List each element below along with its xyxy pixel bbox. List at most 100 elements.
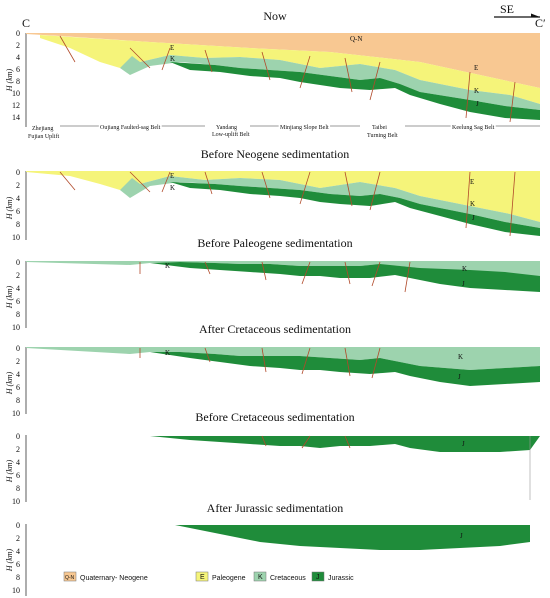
legend-label: Cretaceous	[270, 575, 306, 582]
layer-j	[170, 182, 540, 236]
structural-belts: Zhejiang Fujian Uplift Oujiang Faulted-s…	[28, 124, 540, 140]
tick-label: 10	[12, 233, 20, 242]
legend-code: K	[258, 574, 263, 581]
tick-label: 0	[16, 29, 20, 38]
layer-k	[120, 176, 540, 228]
legend-label: Paleogene	[212, 575, 246, 582]
layer-label-e: E	[170, 44, 174, 52]
panel-title: Before Neogene sedimentation	[201, 147, 350, 161]
panel-now: Now 0 2 4 6 8 10 12 14 H (km)	[5, 9, 540, 140]
layer-label-k: K	[458, 353, 463, 361]
tick-label: 6	[16, 471, 20, 480]
axis-label: H (km)	[5, 459, 14, 483]
tick-label: 4	[16, 284, 20, 293]
layer-e	[26, 171, 540, 222]
depth-axis: 0 2 4 6 8 10 H (km)	[5, 521, 27, 596]
layer-k	[26, 347, 540, 370]
layer-k	[120, 55, 540, 110]
tick-label: 14	[12, 113, 20, 122]
axis-label: H (km)	[5, 285, 14, 309]
legend-swatch	[195, 571, 209, 582]
panel-after-jurassic: After Jurassic sedimentation 0 2 4 6 8 1…	[5, 501, 530, 596]
legend-label: Quaternary- Neogene	[80, 575, 148, 582]
tick-label: 0	[16, 521, 20, 530]
depth-axis: 0 2 4 6 8 10 H (km)	[5, 432, 27, 506]
panel-title: After Cretaceous sedimentation	[199, 322, 351, 336]
legend-code: E	[200, 574, 205, 581]
legend-code: J	[316, 574, 320, 581]
tick-label: 10	[12, 409, 20, 418]
belt-label: Oujiang Faulted-sag Belt	[100, 125, 161, 131]
layer-label-e: E	[474, 64, 478, 72]
layer-j	[150, 262, 540, 292]
faults	[139, 261, 411, 293]
tick-label: 2	[16, 534, 20, 543]
legend-swatch	[311, 571, 325, 582]
belt-label: Turning Belt	[367, 133, 398, 139]
direction-label: SE	[500, 2, 514, 16]
panel-before-cretaceous: Before Cretaceous sedimentation 0 2 4 6 …	[5, 410, 540, 506]
legend-code: Q-N	[65, 575, 75, 581]
layer-j	[170, 62, 540, 120]
tick-label: 6	[16, 207, 20, 216]
legend-item-e: E Paleogene	[195, 571, 246, 582]
tick-label: 6	[16, 297, 20, 306]
layer-j	[150, 352, 540, 386]
faults	[139, 347, 381, 379]
layer-label-k: K	[165, 349, 170, 357]
legend-item-k: K Cretaceous	[253, 571, 306, 582]
layer-label-k: K	[462, 265, 467, 273]
tick-label: 6	[16, 383, 20, 392]
layer-label-qn: Q-N	[350, 35, 362, 43]
tick-label: 8	[16, 220, 20, 229]
layer-e	[40, 35, 540, 104]
axis-label: H (km)	[5, 68, 14, 92]
panel-before-paleogene: Before Paleogene sedimentation 0 2 4 6 8…	[5, 236, 540, 332]
panel-after-cretaceous: After Cretaceous sedimentation 0 2 4 6 8…	[5, 322, 540, 418]
depth-axis: 0 2 4 6 8 10 H (km)	[5, 344, 27, 418]
tick-label: 0	[16, 432, 20, 441]
belt-label: Low-uplift Belt	[212, 131, 250, 138]
tick-label: 8	[16, 310, 20, 319]
legend-swatch	[253, 571, 267, 582]
tick-label: 4	[16, 370, 20, 379]
depth-axis: 0 2 4 6 8 10 H (km)	[5, 258, 27, 332]
tick-label: 0	[16, 168, 20, 177]
layer-qn	[26, 33, 540, 88]
tick-label: 4	[16, 194, 20, 203]
belt-label: Taibei	[372, 125, 387, 131]
axis-label: H (km)	[5, 196, 14, 220]
tick-label: 2	[16, 41, 20, 50]
faults	[59, 171, 516, 237]
depth-axis: 0 2 4 6 8 10 H (km)	[5, 168, 27, 242]
direction-arrow-head-icon	[531, 13, 540, 17]
tick-label: 8	[16, 573, 20, 582]
layer-label-k: K	[474, 87, 479, 95]
faults	[59, 35, 516, 123]
layer-label-k: K	[170, 184, 175, 192]
belt-label: Zhejiang	[32, 126, 53, 132]
layer-label-e: E	[470, 178, 474, 186]
layer-label-k: K	[470, 200, 475, 208]
tick-label: 2	[16, 357, 20, 366]
tick-label: 8	[16, 396, 20, 405]
tick-label: 2	[16, 181, 20, 190]
layer-label-j: J	[458, 373, 461, 381]
legend-item-qn: Q-N Quaternary- Neogene	[63, 571, 148, 582]
tick-label: 12	[12, 101, 20, 110]
legend: Q-N Quaternary- Neogene E Paleogene K Cr…	[63, 571, 354, 582]
direction-indicator: SE	[494, 2, 540, 18]
layer-label-j: J	[462, 440, 465, 448]
profile-start-label: C	[22, 16, 30, 30]
axis-label: H (km)	[5, 371, 14, 395]
tick-label: 4	[16, 53, 20, 62]
tick-label: 0	[16, 258, 20, 267]
tick-label: 6	[16, 65, 20, 74]
belt-label: Fujian Uplift	[28, 133, 59, 140]
tick-label: 8	[16, 77, 20, 86]
tick-label: 0	[16, 344, 20, 353]
belt-label: Yandang	[216, 125, 237, 131]
tick-label: 6	[16, 560, 20, 569]
layer-label-k: K	[170, 55, 175, 63]
